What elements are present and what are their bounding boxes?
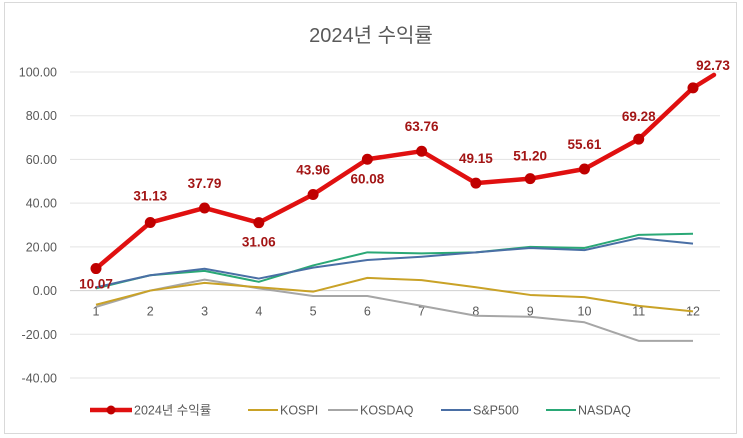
- y-tick-label: 60.00: [26, 153, 57, 167]
- x-tick-label: 1: [93, 305, 100, 319]
- legend-item: NASDAQ: [546, 404, 631, 418]
- x-tick-label: 9: [527, 305, 534, 319]
- data-label: 55.61: [568, 137, 602, 152]
- data-point: [524, 173, 536, 185]
- legend-label: KOSPI: [280, 404, 318, 418]
- series-line: [95, 237, 694, 289]
- data-point: [361, 153, 373, 165]
- series-kosdaq: [95, 278, 693, 342]
- legend-label: S&P500: [473, 404, 519, 418]
- series-2024-: [90, 72, 717, 275]
- data-labels: 10.07 31.13 37.79 31.06 43.96 60.08 63.76 49.15…: [79, 58, 730, 292]
- data-point: [144, 217, 156, 229]
- chart-title: 2024년 수익률: [309, 24, 433, 47]
- data-label: 37.79: [188, 176, 222, 191]
- x-tick-label: 8: [472, 305, 479, 319]
- chart-frame: [4, 2, 737, 434]
- legend-label: KOSDAQ: [360, 404, 414, 418]
- y-tick-label: -40.00: [22, 372, 57, 386]
- y-tick-label: 0.00: [33, 284, 57, 298]
- series-line: [95, 278, 693, 342]
- x-tick-label: 12: [686, 305, 700, 319]
- data-label: 60.08: [350, 171, 384, 186]
- x-tick-label: 4: [255, 305, 262, 319]
- data-label: 43.96: [296, 162, 330, 177]
- gridlines: [70, 71, 720, 379]
- y-axis-ticks: 100.00 80.00 60.00 40.00 20.00 0.00 -20.00 -40.…: [19, 66, 57, 386]
- legend-item: S&P500: [441, 404, 519, 418]
- series-lines: [90, 72, 717, 342]
- data-label: 10.07: [79, 277, 113, 292]
- data-label: 49.15: [459, 151, 493, 166]
- data-label: 63.76: [405, 119, 439, 134]
- series-nasdaq: [95, 232, 694, 290]
- data-point: [470, 177, 482, 189]
- x-tick-label: 5: [310, 305, 317, 319]
- data-point: [578, 163, 590, 175]
- data-point: [253, 217, 265, 229]
- x-tick-label: 10: [578, 305, 592, 319]
- x-axis-ticks: 1 2 3 4 5 6 7 8 9 10 11 12: [93, 305, 700, 319]
- y-tick-label: 80.00: [26, 109, 57, 123]
- data-point: [307, 188, 319, 200]
- y-tick-label: 20.00: [26, 240, 57, 254]
- data-label: 69.28: [622, 109, 656, 124]
- y-tick-label: 40.00: [26, 197, 57, 211]
- legend-item: KOSPI: [248, 404, 318, 418]
- data-point: [687, 82, 699, 94]
- series-kospi: [95, 276, 694, 313]
- x-tick-label: 3: [201, 305, 208, 319]
- legend-item: KOSDAQ: [328, 404, 414, 418]
- series-line: [95, 232, 694, 290]
- y-tick-label: -20.00: [22, 328, 57, 342]
- x-tick-label: 2: [147, 305, 154, 319]
- x-tick-label: 6: [364, 305, 371, 319]
- y-tick-label: 100.00: [19, 66, 57, 80]
- x-tick-label: 7: [418, 305, 425, 319]
- data-label: 31.06: [242, 235, 276, 250]
- legend-marker: [106, 405, 116, 415]
- data-label: 92.73: [696, 58, 730, 73]
- data-label: 31.13: [133, 189, 167, 204]
- legend-item: 2024년 수익률: [90, 404, 211, 418]
- data-point: [199, 202, 211, 214]
- series-s-p500: [95, 237, 694, 289]
- data-label: 51.20: [513, 149, 547, 164]
- series-line: [95, 276, 694, 313]
- legend-label: 2024년 수익률: [134, 404, 211, 418]
- data-point: [90, 263, 102, 275]
- legend-label: NASDAQ: [578, 404, 631, 418]
- x-tick-label: 11: [632, 305, 645, 319]
- legend: 2024년 수익률 KOSPI KOSDAQ S&P500 NASDAQ: [90, 404, 631, 418]
- data-point: [633, 133, 645, 145]
- data-point: [416, 145, 428, 157]
